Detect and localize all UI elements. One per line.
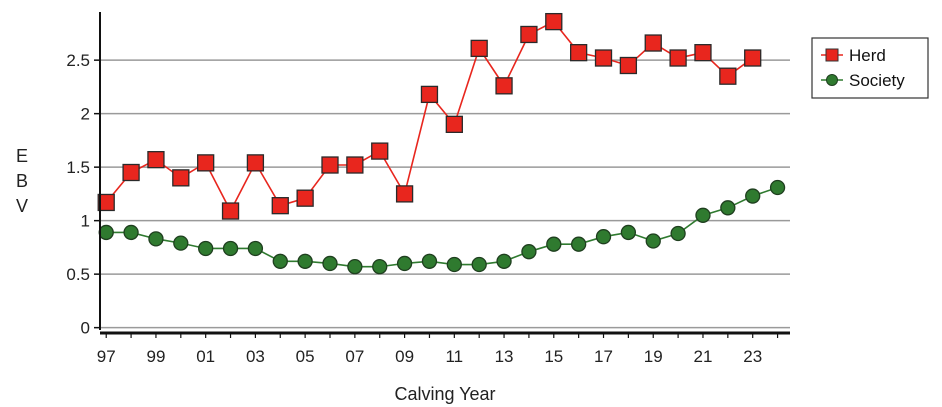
herd-data-point: [594, 49, 613, 67]
society-data-point: [496, 253, 512, 269]
society-data-point: [396, 255, 413, 272]
society-data-point: [720, 200, 736, 216]
society-data-point: [123, 224, 139, 241]
x-tick-label: 19: [644, 347, 663, 366]
x-axis-title: Calving Year: [394, 384, 495, 404]
herd-data-point: [520, 25, 538, 44]
herd-data-point: [221, 202, 240, 220]
herd-data-point: [371, 142, 389, 160]
herd-data-point: [122, 163, 140, 182]
x-tick-label: 09: [395, 347, 414, 366]
herd-data-point: [395, 185, 414, 203]
society-data-point: [446, 256, 462, 273]
legend-box: [811, 37, 929, 99]
herd-data-point: [619, 56, 638, 75]
y-tick-label: 1: [81, 212, 90, 231]
legend: Herd Society: [811, 37, 929, 99]
y-ticks: 0 0.5 1 1.5 2 2.5: [66, 51, 100, 338]
grid-lines: [100, 59, 790, 329]
y-tick-label: 2: [81, 105, 90, 124]
herd-data-point: [719, 67, 737, 85]
society-data-point: [247, 240, 264, 257]
x-tick-label: 03: [246, 347, 265, 366]
herd-data-point: [569, 44, 588, 62]
society-data-point: [297, 253, 313, 269]
herd-data-point: [296, 189, 314, 207]
society-series-line: [106, 186, 778, 268]
y-axis-title-letter: E: [16, 146, 28, 166]
society-data-point: [570, 236, 587, 252]
x-tick-label: 15: [544, 347, 563, 366]
society-data-point: [198, 240, 214, 257]
legend-herd-label: Herd: [849, 46, 886, 65]
herd-data-point: [172, 169, 190, 187]
legend-society-marker: [826, 74, 838, 86]
society-data-point: [98, 224, 114, 241]
society-data-point: [322, 255, 338, 272]
axes: [99, 12, 790, 335]
y-axis-title: E B V: [16, 146, 28, 216]
herd-data-point: [346, 156, 364, 174]
herd-data-point: [445, 115, 463, 133]
series-layer: [97, 12, 786, 275]
society-data-point: [272, 253, 288, 269]
herd-data-point: [147, 151, 165, 169]
society-data-point: [620, 224, 637, 241]
legend-herd-marker: [825, 48, 839, 62]
society-data-point: [521, 244, 537, 260]
herd-data-point: [321, 156, 339, 174]
herd-data-point: [197, 154, 215, 172]
x-ticks: 97 99 01 03 05 07 09 11 13 15 17 19 21 23: [97, 333, 779, 366]
herd-data-point: [246, 154, 265, 172]
herd-data-point: [495, 77, 513, 95]
herd-data-point: [644, 34, 662, 52]
x-tick-label: 13: [495, 347, 514, 366]
legend-society-label: Society: [849, 71, 905, 90]
x-tick-label: 97: [97, 347, 116, 366]
x-tick-label: 05: [296, 347, 315, 366]
society-data-point: [769, 179, 786, 196]
y-axis-title-letter: B: [16, 171, 28, 191]
x-tick-label: 01: [196, 347, 215, 366]
society-data-point: [471, 256, 487, 273]
x-tick-label: 21: [694, 347, 713, 366]
herd-data-point: [97, 193, 115, 212]
herd-data-point: [694, 44, 712, 62]
herd-data-point: [744, 49, 762, 67]
herd-data-point: [271, 197, 289, 215]
society-data-point: [695, 207, 711, 223]
x-tick-label: 07: [345, 347, 364, 366]
society-data-point: [222, 240, 239, 257]
y-tick-label: 2.5: [66, 51, 90, 70]
society-data-point: [372, 259, 388, 275]
x-tick-label: 17: [594, 347, 613, 366]
herd-data-point: [669, 49, 687, 67]
herd-data-point: [545, 12, 563, 31]
society-data-point: [595, 229, 612, 245]
x-tick-label: 11: [445, 347, 463, 366]
herd-data-point: [420, 85, 439, 104]
society-data-point: [148, 231, 164, 247]
society-data-point: [670, 225, 686, 242]
y-tick-label: 0.5: [66, 265, 90, 284]
society-data-point: [745, 188, 761, 204]
society-data-point: [546, 236, 562, 252]
society-data-point: [645, 233, 661, 249]
y-tick-label: 0: [81, 319, 90, 338]
society-data-point: [173, 235, 189, 251]
society-data-point: [421, 253, 438, 269]
herd-data-point: [470, 39, 488, 58]
y-tick-label: 1.5: [66, 158, 90, 177]
society-data-point: [347, 259, 363, 275]
x-tick-label: 23: [743, 347, 762, 366]
x-tick-label: 99: [146, 347, 165, 366]
y-axis-title-letter: V: [16, 196, 28, 216]
